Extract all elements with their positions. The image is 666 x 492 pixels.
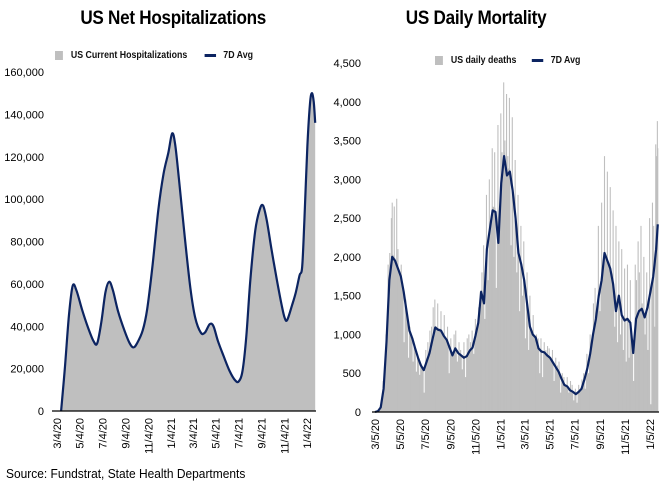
y-tick-label: 160,000 bbox=[4, 67, 44, 79]
x-tick-label: 7/5/20 bbox=[420, 419, 432, 450]
y-tick-label: 3,000 bbox=[333, 174, 361, 186]
legend-avg-line-swatch bbox=[204, 54, 217, 57]
x-tick-label: 3/5/20 bbox=[370, 419, 382, 450]
x-tick-label: 9/5/20 bbox=[445, 419, 457, 450]
y-tick-label: 60,000 bbox=[10, 279, 44, 291]
source-note: Source: Fundstrat, State Health Departme… bbox=[6, 466, 246, 481]
y-tick-label: 80,000 bbox=[10, 237, 44, 249]
hosp-legend: US Current Hospitalizations 7D Avg bbox=[55, 50, 253, 61]
legend-hospitalizations-label: US Current Hospitalizations bbox=[70, 50, 188, 61]
y-tick-label: 20,000 bbox=[10, 364, 44, 376]
x-tick-label: 3/4/20 bbox=[52, 418, 64, 449]
legend-avg-line-swatch bbox=[532, 59, 544, 62]
hospitalizations-area bbox=[61, 93, 316, 411]
x-tick-label: 1/5/22 bbox=[645, 419, 657, 450]
y-tick-label: 100,000 bbox=[4, 194, 44, 206]
y-tick-label: 120,000 bbox=[4, 152, 44, 164]
avg-7d-line bbox=[374, 154, 659, 414]
x-tick-label: 9/4/20 bbox=[121, 418, 133, 449]
x-tick-label: 5/4/21 bbox=[211, 418, 223, 449]
x-tick-label: 3/5/21 bbox=[520, 419, 532, 450]
y-tick-label: 4,000 bbox=[333, 97, 361, 109]
x-tick-label: 7/4/21 bbox=[233, 418, 245, 449]
x-tick-label: 11/4/21 bbox=[279, 418, 291, 454]
x-tick-label: 1/4/21 bbox=[166, 418, 178, 449]
x-tick-label: 3/4/21 bbox=[188, 418, 200, 449]
x-tick-label: 5/5/21 bbox=[545, 419, 557, 450]
y-tick-label: 0 bbox=[355, 407, 361, 419]
legend-bar-swatch bbox=[435, 56, 443, 65]
y-tick-label: 0 bbox=[38, 406, 44, 418]
y-tick-label: 4,500 bbox=[333, 58, 361, 70]
y-tick-label: 1,500 bbox=[333, 291, 361, 303]
mort-legend: US daily deaths 7D Avg bbox=[435, 55, 580, 66]
x-tick-label: 7/4/20 bbox=[97, 418, 109, 449]
legend-area-swatch bbox=[55, 51, 63, 60]
hosp-chart-title: US Net Hospitalizations bbox=[80, 8, 267, 29]
x-tick-label: 7/5/21 bbox=[570, 419, 582, 450]
x-tick-label: 11/4/20 bbox=[143, 418, 155, 454]
legend-deaths-label: US daily deaths bbox=[450, 55, 517, 66]
hosp-chart: 0 20,000 40,000 60,000 80,000 100,000 120,000 1… bbox=[4, 67, 317, 454]
y-tick-label: 2,000 bbox=[333, 252, 361, 264]
y-tick-label: 1,000 bbox=[333, 329, 361, 341]
x-tick-label: 9/5/21 bbox=[595, 419, 607, 450]
x-tick-label: 11/5/21 bbox=[620, 419, 632, 455]
avg-7d-line bbox=[60, 92, 317, 412]
mort-chart-title: US Daily Mortality bbox=[405, 8, 547, 29]
x-tick-label: 5/5/20 bbox=[395, 419, 407, 450]
y-tick-label: 40,000 bbox=[10, 321, 44, 333]
x-tick-label: 1/4/22 bbox=[302, 418, 314, 449]
y-tick-label: 500 bbox=[343, 368, 361, 380]
y-tick-label: 3,500 bbox=[333, 136, 361, 148]
legend-avg-label: 7D Avg bbox=[550, 55, 581, 66]
y-tick-label: 140,000 bbox=[4, 109, 44, 121]
x-tick-label: 11/5/20 bbox=[470, 419, 482, 455]
y-tick-label: 2,500 bbox=[333, 213, 361, 225]
x-tick-label: 1/5/21 bbox=[495, 419, 507, 450]
x-tick-label: 9/4/21 bbox=[257, 418, 269, 449]
mort-chart: 0 500 1,000 1,500 2,000 2,500 3,000 3,500 4,000 4… bbox=[333, 58, 659, 455]
x-tick-label: 5/4/20 bbox=[75, 418, 87, 449]
legend-avg-label: 7D Avg bbox=[223, 50, 253, 61]
